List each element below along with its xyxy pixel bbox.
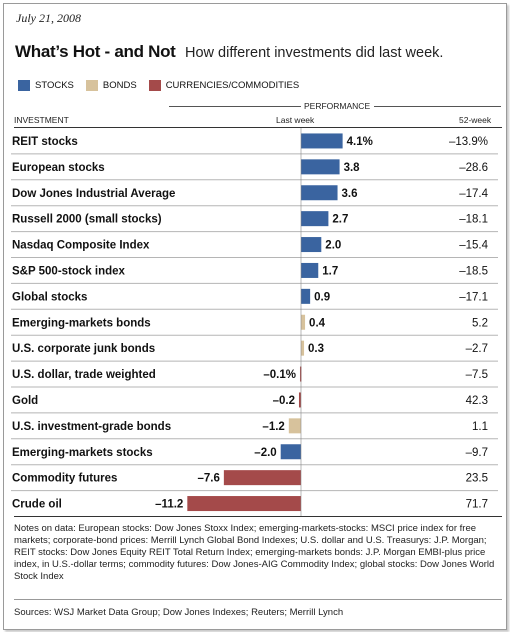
value-label: 0.4 [309, 317, 326, 329]
chart-subtitle: How different investments did last week. [185, 45, 444, 61]
value-label: 0.3 [308, 343, 324, 355]
value-label: 2.7 [332, 214, 348, 226]
value-label: –7.6 [197, 473, 219, 485]
value-label: 4.1% [347, 136, 373, 148]
category-label: U.S. corporate junk bonds [12, 343, 155, 355]
week52-label: 1.1 [472, 421, 488, 433]
category-label: Dow Jones Industrial Average [12, 188, 175, 200]
value-label: 3.6 [342, 188, 358, 200]
value-label: –1.2 [262, 421, 284, 433]
week52-label: –15.4 [459, 240, 488, 252]
value-label: 2.0 [325, 240, 341, 252]
sources-rule [14, 599, 502, 600]
legend-swatch-bonds [85, 79, 98, 91]
category-label: Emerging-markets bonds [12, 317, 151, 329]
week52-label: –17.4 [459, 188, 488, 200]
legend-item-stocks: STOCKS [18, 79, 74, 91]
bar [301, 314, 306, 330]
category-label: Russell 2000 (small stocks) [12, 214, 162, 226]
category-label: U.S. investment-grade bonds [12, 421, 171, 433]
legend-swatch-stocks [18, 79, 30, 91]
legend-item-bonds: BONDS [85, 79, 137, 91]
category-label: Emerging-markets stocks [12, 447, 153, 459]
value-label: –2.0 [254, 447, 276, 459]
performance-rule-left [169, 106, 301, 107]
week52-label: –18.1 [459, 214, 488, 226]
performance-rule-right [374, 106, 501, 107]
legend-label-currencies: CURRENCIES/COMMODITIES [165, 79, 300, 91]
notes-rule [14, 516, 502, 517]
category-label: European stocks [12, 162, 105, 174]
bar [298, 392, 301, 408]
week52-label: –2.7 [466, 343, 488, 355]
week52-label: –28.6 [459, 162, 488, 174]
week52-label: –9.7 [466, 447, 488, 459]
bar [288, 418, 301, 434]
bar [301, 185, 338, 201]
bar [301, 211, 329, 227]
legend-label-bonds: BONDS [102, 79, 137, 91]
bar [301, 262, 319, 278]
category-label: Nasdaq Composite Index [12, 240, 150, 252]
week52-label: 23.5 [466, 473, 488, 485]
legend-label-stocks: STOCKS [35, 79, 74, 91]
date-line: July 21, 2008 [16, 11, 81, 25]
sources-text: Sources: WSJ Market Data Group; Dow Jone… [14, 607, 344, 618]
week52-label: 42.3 [466, 395, 488, 407]
chart-frame: July 21, 2008 What’s Hot - and Not How d… [3, 3, 507, 630]
bar [301, 288, 311, 304]
week52-label: –18.5 [459, 265, 488, 277]
legend-swatch-currencies [148, 79, 161, 91]
bar-chart: REIT stocks 4.1% –13.9% European stocks 3.8 –… [11, 128, 498, 516]
category-label: Gold [12, 395, 38, 407]
bar [301, 133, 343, 149]
chart-title: What’s Hot - and Not [15, 42, 176, 61]
week52-label: –13.9% [449, 136, 488, 148]
category-label: U.S. dollar, trade weighted [12, 369, 156, 381]
bar [223, 470, 301, 486]
week52-label: –7.5 [466, 369, 488, 381]
category-label: Commodity futures [12, 473, 117, 485]
header-rule [14, 127, 502, 128]
value-label: 3.8 [344, 162, 361, 174]
category-label: REIT stocks [12, 136, 78, 148]
notes-text: Notes on data: European stocks: Dow Jone… [14, 523, 495, 582]
legend-item-currencies: CURRENCIES/COMMODITIES [148, 79, 300, 91]
legend: STOCKS BONDS CURRENCIES/COMMODITIES [18, 77, 311, 93]
bar [187, 496, 301, 512]
performance-header: PERFORMANCE [304, 101, 371, 111]
value-label: –0.1% [263, 369, 296, 381]
bar [301, 340, 305, 356]
category-label: S&P 500-stock index [12, 265, 126, 277]
value-label: 0.9 [314, 291, 330, 303]
value-label: –0.2 [273, 395, 295, 407]
week52-label: 5.2 [472, 317, 488, 329]
week52-label: 71.7 [466, 499, 488, 511]
category-label: Crude oil [12, 499, 62, 511]
week52-label: –17.1 [459, 291, 488, 303]
value-label: 1.7 [322, 265, 338, 277]
bar [280, 444, 301, 460]
last-week-column-header: Last week [276, 115, 315, 125]
investment-column-header: INVESTMENT [14, 115, 69, 125]
bar [301, 159, 340, 175]
bar [301, 237, 322, 253]
value-label: –11.2 [155, 499, 183, 511]
category-label: Global stocks [12, 291, 87, 303]
52-week-column-header: 52-week [459, 115, 492, 125]
